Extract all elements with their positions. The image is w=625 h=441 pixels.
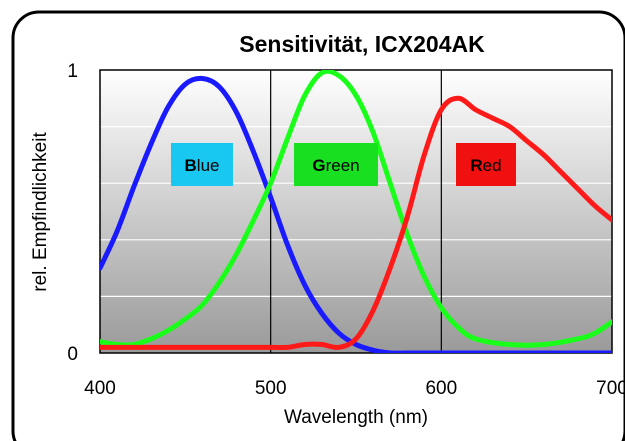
axis-ticks: 400 500 600 700 0 1 [67, 61, 625, 399]
series-label-box [171, 143, 233, 186]
series-line-green [100, 70, 612, 348]
series-line-red [100, 95, 612, 351]
y-tick-label: 1 [67, 61, 78, 82]
plot-area [100, 70, 612, 353]
y-axis-label: rel. Empfindlichkeit [30, 132, 51, 292]
x-tick-label: 700 [596, 378, 625, 399]
series-label: Blue [185, 156, 220, 175]
series-group [100, 70, 612, 353]
series-line-blue [100, 75, 612, 353]
x-tick-label: 600 [425, 378, 457, 399]
series-label: Green [312, 156, 359, 175]
x-axis-label: Wavelength (nm) [284, 407, 428, 428]
series-label-box [456, 143, 516, 186]
plot-border [99, 69, 613, 354]
y-tick-label: 0 [67, 344, 78, 365]
series-labels: Blue Green Red [171, 143, 516, 186]
series-label: Red [470, 156, 501, 175]
x-tick-label: 500 [255, 378, 287, 399]
series-label-box [294, 143, 378, 186]
chart-title: Sensitivität, ICX204AK [239, 31, 485, 57]
x-tick-label: 400 [84, 378, 116, 399]
